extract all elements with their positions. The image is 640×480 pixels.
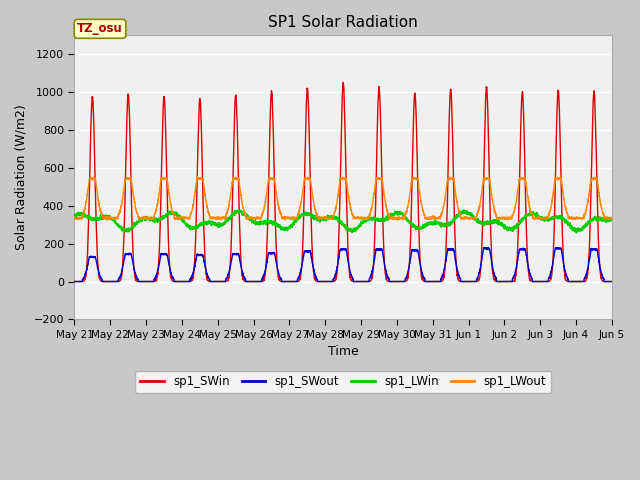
sp1_LWin [323, 216, 331, 221]
sp1_LWout [494, 215, 502, 220]
Title: SP1 Solar Radiation: SP1 Solar Radiation [268, 15, 418, 30]
sp1_SWin [434, 279, 442, 285]
sp1_LWout [193, 174, 201, 180]
sp1_LWin [573, 230, 580, 236]
sp1_SWout [463, 279, 471, 285]
Legend: sp1_SWin, sp1_SWout, sp1_LWin, sp1_LWout: sp1_SWin, sp1_SWout, sp1_LWin, sp1_LWout [136, 371, 551, 393]
sp1_LWout [608, 216, 616, 221]
sp1_SWout [494, 279, 502, 285]
sp1_LWout [323, 215, 331, 220]
sp1_LWin [461, 207, 468, 213]
sp1_LWout [167, 203, 175, 209]
sp1_SWin [607, 279, 615, 285]
sp1_SWout [167, 270, 175, 276]
sp1_LWin [607, 216, 615, 221]
Text: TZ_osu: TZ_osu [77, 23, 123, 36]
sp1_SWout [607, 279, 615, 285]
sp1_LWin [464, 209, 472, 215]
sp1_SWout [70, 279, 78, 285]
sp1_LWin [70, 213, 78, 218]
Line: sp1_LWout: sp1_LWout [74, 177, 612, 220]
sp1_LWout [394, 217, 402, 223]
sp1_SWin [323, 279, 331, 285]
sp1_LWout [70, 215, 78, 220]
sp1_SWin [494, 279, 502, 285]
Y-axis label: Solar Radiation (W/m2): Solar Radiation (W/m2) [15, 105, 28, 250]
X-axis label: Time: Time [328, 346, 358, 359]
sp1_LWout [464, 215, 472, 220]
sp1_SWin [167, 275, 175, 280]
sp1_LWout [434, 216, 442, 221]
sp1_LWin [167, 211, 175, 216]
sp1_SWout [434, 279, 442, 285]
Line: sp1_LWin: sp1_LWin [74, 210, 612, 233]
sp1_LWout [607, 216, 615, 221]
sp1_LWin [494, 219, 502, 225]
Line: sp1_SWin: sp1_SWin [74, 83, 612, 282]
sp1_SWout [480, 245, 488, 251]
sp1_LWin [434, 219, 442, 225]
Line: sp1_SWout: sp1_SWout [74, 248, 612, 282]
sp1_LWin [608, 216, 616, 222]
sp1_SWout [608, 279, 616, 285]
sp1_SWin [608, 279, 616, 285]
sp1_SWin [464, 279, 472, 285]
sp1_SWin [339, 80, 347, 85]
sp1_SWout [323, 279, 331, 285]
sp1_SWin [70, 279, 78, 285]
